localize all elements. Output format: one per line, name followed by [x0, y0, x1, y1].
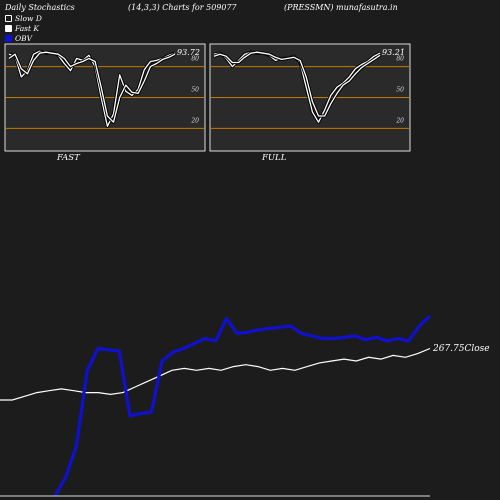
- legend-swatch-fast: [5, 24, 12, 32]
- close-price-line: [0, 347, 431, 401]
- chart-title-right: (PRESSMN) munafasutra.in: [284, 3, 398, 12]
- obv-line: [53, 314, 432, 497]
- legend-swatch-slow: [5, 14, 12, 22]
- fast-level-label-80: 80: [191, 56, 199, 63]
- legend-swatch-obv: [5, 34, 12, 42]
- legend-item-fast: Fast K: [5, 23, 42, 33]
- last-close-label: 267.75Close: [432, 344, 490, 354]
- legend: Slow D Fast K OBV: [5, 13, 42, 43]
- fast-series-1-line: [8, 51, 176, 123]
- full-level-label-80: 80: [396, 56, 404, 63]
- full-panel-label: FULL: [262, 153, 287, 163]
- legend-label-slow: Slow D: [15, 13, 42, 23]
- legend-label-fast: Fast K: [15, 23, 40, 33]
- full-level-label-20: 20: [395, 117, 404, 124]
- legend-label-obv: OBV: [15, 33, 33, 43]
- fast-level-label-50: 50: [191, 87, 199, 94]
- full-level-label-50: 50: [396, 87, 404, 94]
- legend-item-slow: Slow D: [5, 13, 42, 23]
- legend-item-obv: OBV: [5, 33, 42, 43]
- fast-last-value: 93.72: [177, 48, 200, 57]
- full-series-1-line: [213, 51, 381, 117]
- fast-level-label-20: 20: [190, 117, 199, 124]
- full-last-value: 93.21: [382, 48, 405, 57]
- chart-title-left: Daily Stochastics: [5, 3, 75, 12]
- fast-panel-label: FAST: [57, 153, 80, 163]
- chart-title-center: (14,3,3) Charts for 509077: [128, 3, 237, 12]
